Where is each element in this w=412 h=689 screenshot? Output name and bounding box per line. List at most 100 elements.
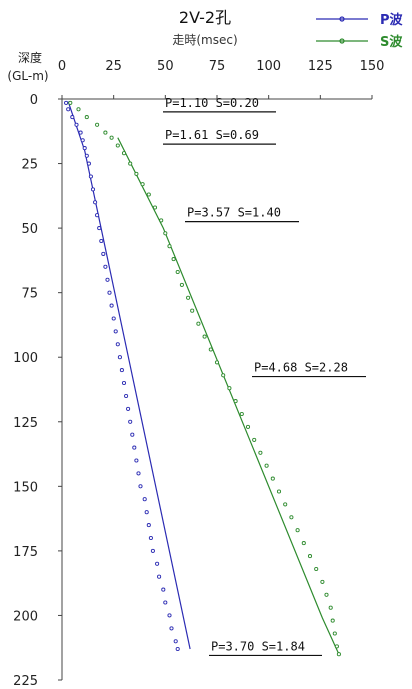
- series-0-point: [80, 138, 85, 143]
- series-1-point: [336, 652, 341, 657]
- series-1-point: [167, 244, 172, 249]
- series-1-point: [245, 424, 251, 429]
- series-0-point: [136, 471, 141, 476]
- series-1-point: [109, 135, 114, 140]
- series-0-point: [157, 574, 162, 579]
- y-tick-label: 0: [30, 93, 38, 108]
- series-0-point: [117, 355, 122, 360]
- y-tick-label: 225: [13, 674, 38, 689]
- x-tick-label: 100: [256, 59, 281, 74]
- series-0-point: [111, 316, 116, 321]
- series-1-point: [276, 489, 282, 494]
- series-0-point: [161, 587, 166, 592]
- chart-title: 2V-2孔: [179, 8, 231, 27]
- series-0-point: [88, 174, 93, 179]
- series-0-point: [86, 161, 91, 166]
- series-0-point: [70, 115, 75, 120]
- legend-s-wave-marker: [339, 38, 345, 44]
- x-tick-label: 0: [58, 59, 66, 74]
- series-0-point: [124, 393, 129, 399]
- annotation-label: P=1.61 S=0.69: [165, 128, 259, 142]
- y-axis-label-line1: 深度: [18, 50, 42, 65]
- series-1-point: [332, 631, 337, 636]
- series-1-point: [186, 295, 191, 300]
- series-0-point: [169, 626, 174, 631]
- series-0-point: [121, 380, 127, 386]
- series-0-point: [175, 646, 180, 652]
- series-1-point: [128, 161, 133, 166]
- series-1-point: [258, 450, 263, 455]
- series-1-point: [233, 399, 238, 404]
- series-0-point: [107, 290, 112, 295]
- series-1-point: [115, 143, 120, 148]
- series-1-point: [252, 437, 257, 442]
- series-1-point: [202, 334, 207, 339]
- x-tick-label: 25: [105, 59, 122, 74]
- y-tick-label: 200: [13, 609, 38, 624]
- series-0-point: [66, 107, 71, 112]
- series-0-fit-line: [67, 101, 191, 650]
- series-1-point: [171, 257, 176, 262]
- x-axis-label: 走時(msec): [172, 33, 237, 47]
- series-1-point: [270, 476, 275, 481]
- axes: 0 25 50 75 100 125 150 0 25 50 75 100 125 150 175 200 22…: [13, 59, 384, 689]
- series-1-point: [196, 321, 201, 326]
- y-axis-label-line2: (GL-m): [7, 69, 48, 83]
- series-0-point: [126, 406, 131, 411]
- series-1-point: [190, 308, 195, 313]
- y-tick-label: 100: [13, 351, 38, 366]
- annotation-label: P=1.10 S=0.20: [165, 96, 259, 110]
- series-0-point: [95, 213, 100, 218]
- annotations: P=1.10 S=0.20 P=1.61 S=0.69 P=3.57 S=1.40 P…: [163, 96, 366, 657]
- series-0-point: [134, 458, 139, 463]
- y-tick-label: 150: [13, 480, 38, 495]
- y-tick-label: 75: [21, 287, 38, 302]
- series-1-point: [227, 386, 232, 391]
- series-1-point: [324, 592, 329, 597]
- data-points: [64, 100, 341, 657]
- series-0-point: [119, 368, 124, 373]
- series-0-point: [74, 122, 79, 127]
- series-1-point: [330, 618, 335, 623]
- series-1-point: [134, 171, 139, 176]
- series-1-point: [76, 107, 81, 112]
- series-0-point: [101, 251, 106, 256]
- series-1-point: [320, 579, 325, 584]
- series-1-point: [179, 282, 184, 287]
- series-1-fit-line: [117, 137, 340, 655]
- annotation-label: P=3.70 S=1.84: [211, 639, 305, 653]
- series-0-point: [148, 535, 153, 541]
- series-1-point: [140, 182, 145, 187]
- series-1-point: [95, 122, 100, 127]
- series-0-point: [82, 146, 87, 151]
- series-1-point: [328, 605, 333, 610]
- y-tick-label: 175: [13, 545, 38, 560]
- series-1-point: [84, 115, 89, 120]
- y-tick-label: 25: [21, 158, 38, 173]
- series-1-point: [68, 100, 73, 105]
- series-0-point: [144, 510, 149, 515]
- series-0-point: [103, 264, 108, 269]
- series-1-point: [307, 554, 313, 559]
- x-tick-label: 150: [360, 59, 385, 74]
- series-1-point: [314, 566, 319, 572]
- series-0-point: [93, 200, 98, 205]
- series-0-point: [173, 639, 178, 644]
- series-0-point: [138, 484, 143, 489]
- series-0-point: [150, 548, 155, 553]
- series-0-point: [105, 277, 110, 282]
- series-0-point: [109, 303, 114, 308]
- series-0-point: [78, 130, 83, 135]
- x-tick-label: 75: [209, 59, 226, 74]
- series-1-point: [159, 218, 164, 223]
- series-1-point: [283, 502, 288, 507]
- legend-s-wave-label: S波: [380, 34, 403, 50]
- series-0-point: [163, 600, 168, 605]
- legend-p-wave-label: P波: [380, 12, 404, 28]
- annotation-label: P=4.68 S=2.28: [254, 361, 348, 375]
- series-0-point: [128, 419, 133, 424]
- series-1-point: [214, 360, 220, 365]
- series-1-point: [208, 347, 213, 352]
- series-1-point: [289, 515, 294, 520]
- series-0-point: [142, 497, 147, 502]
